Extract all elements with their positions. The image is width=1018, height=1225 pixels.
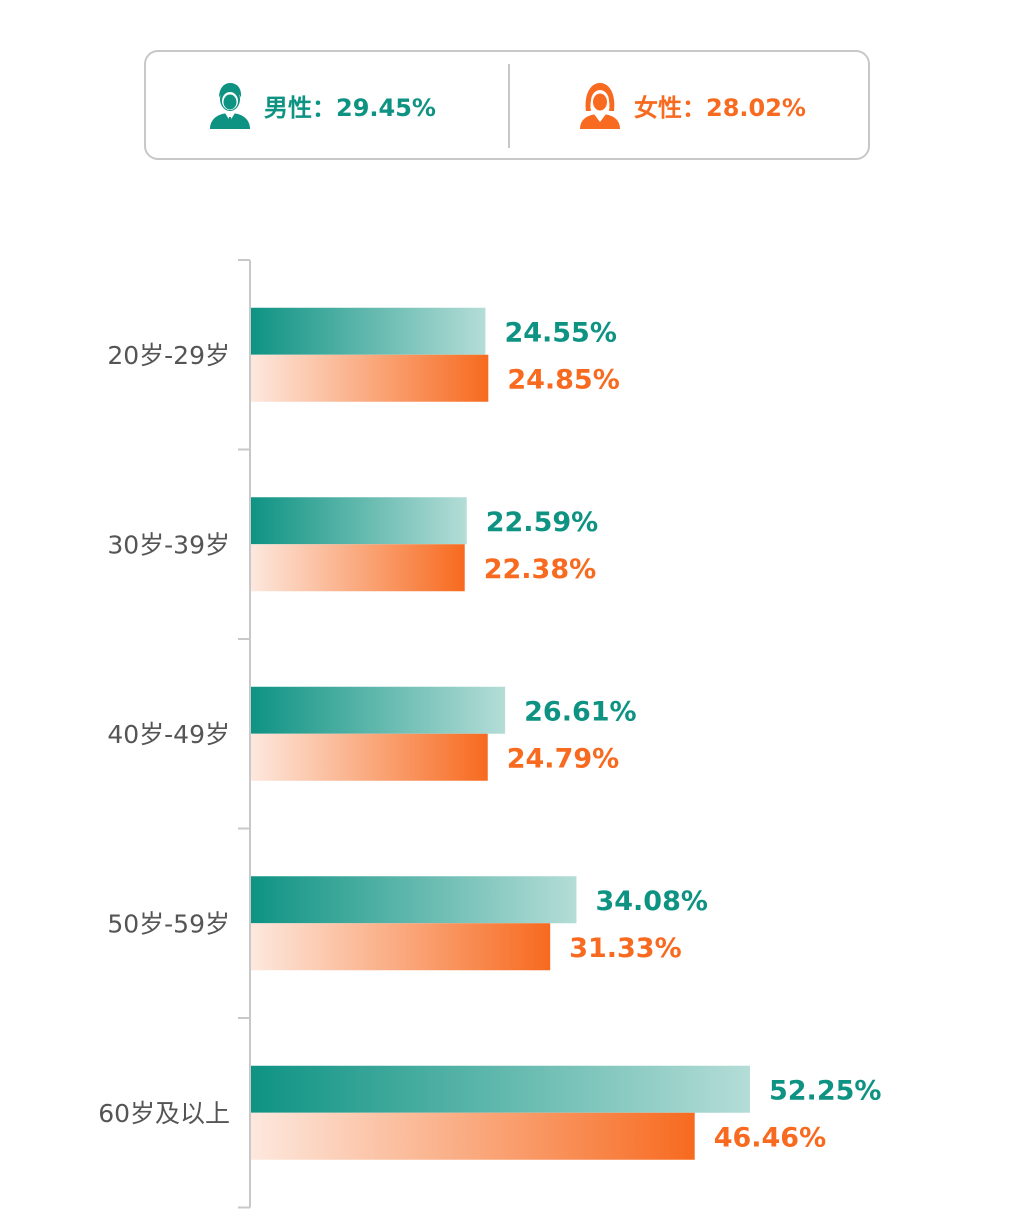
bar-male: [251, 307, 486, 355]
category-label: 30岁-39岁: [107, 530, 230, 559]
bar-male: [251, 686, 506, 734]
bar-male: [251, 497, 467, 545]
bar-female: [251, 733, 488, 781]
data-label-male: 52.25%: [769, 1075, 881, 1106]
data-label-male: 34.08%: [595, 886, 707, 917]
data-label-male: 22.59%: [486, 507, 598, 538]
bar-male: [251, 1065, 750, 1113]
legend-male-label: 男性：29.45%: [264, 93, 436, 122]
data-label-female: 22.38%: [484, 554, 596, 585]
legend-male: 男性：29.45%: [208, 52, 436, 158]
legend-box: 男性：29.45% 女性：28.02%: [144, 50, 870, 160]
data-label-male: 24.55%: [504, 317, 616, 348]
data-label-female: 31.33%: [569, 933, 681, 964]
data-label-male: 26.61%: [524, 696, 636, 727]
legend-female-label: 女性：28.02%: [634, 93, 806, 122]
data-label-female: 46.46%: [714, 1122, 826, 1153]
category-label: 60岁及以上: [98, 1099, 230, 1128]
bar-male: [251, 876, 577, 924]
category-label: 40岁-49岁: [107, 720, 230, 749]
legend-female: 女性：28.02%: [578, 52, 806, 158]
bar-female: [251, 544, 465, 592]
data-label-female: 24.79%: [507, 743, 619, 774]
data-label-female: 24.85%: [507, 364, 619, 395]
male-person-icon: [208, 81, 252, 129]
bar-female: [251, 1112, 695, 1160]
female-person-icon: [578, 81, 622, 129]
bar-female: [251, 354, 489, 402]
category-label: 50岁-59岁: [107, 909, 230, 938]
bar-chart: 20岁-29岁 24.55% 24.85% 30岁-39岁 22.59% 22.38% 40…: [98, 259, 881, 1209]
category-label: 20岁-29岁: [107, 341, 230, 370]
legend-divider: [508, 64, 510, 148]
bar-female: [251, 923, 551, 971]
